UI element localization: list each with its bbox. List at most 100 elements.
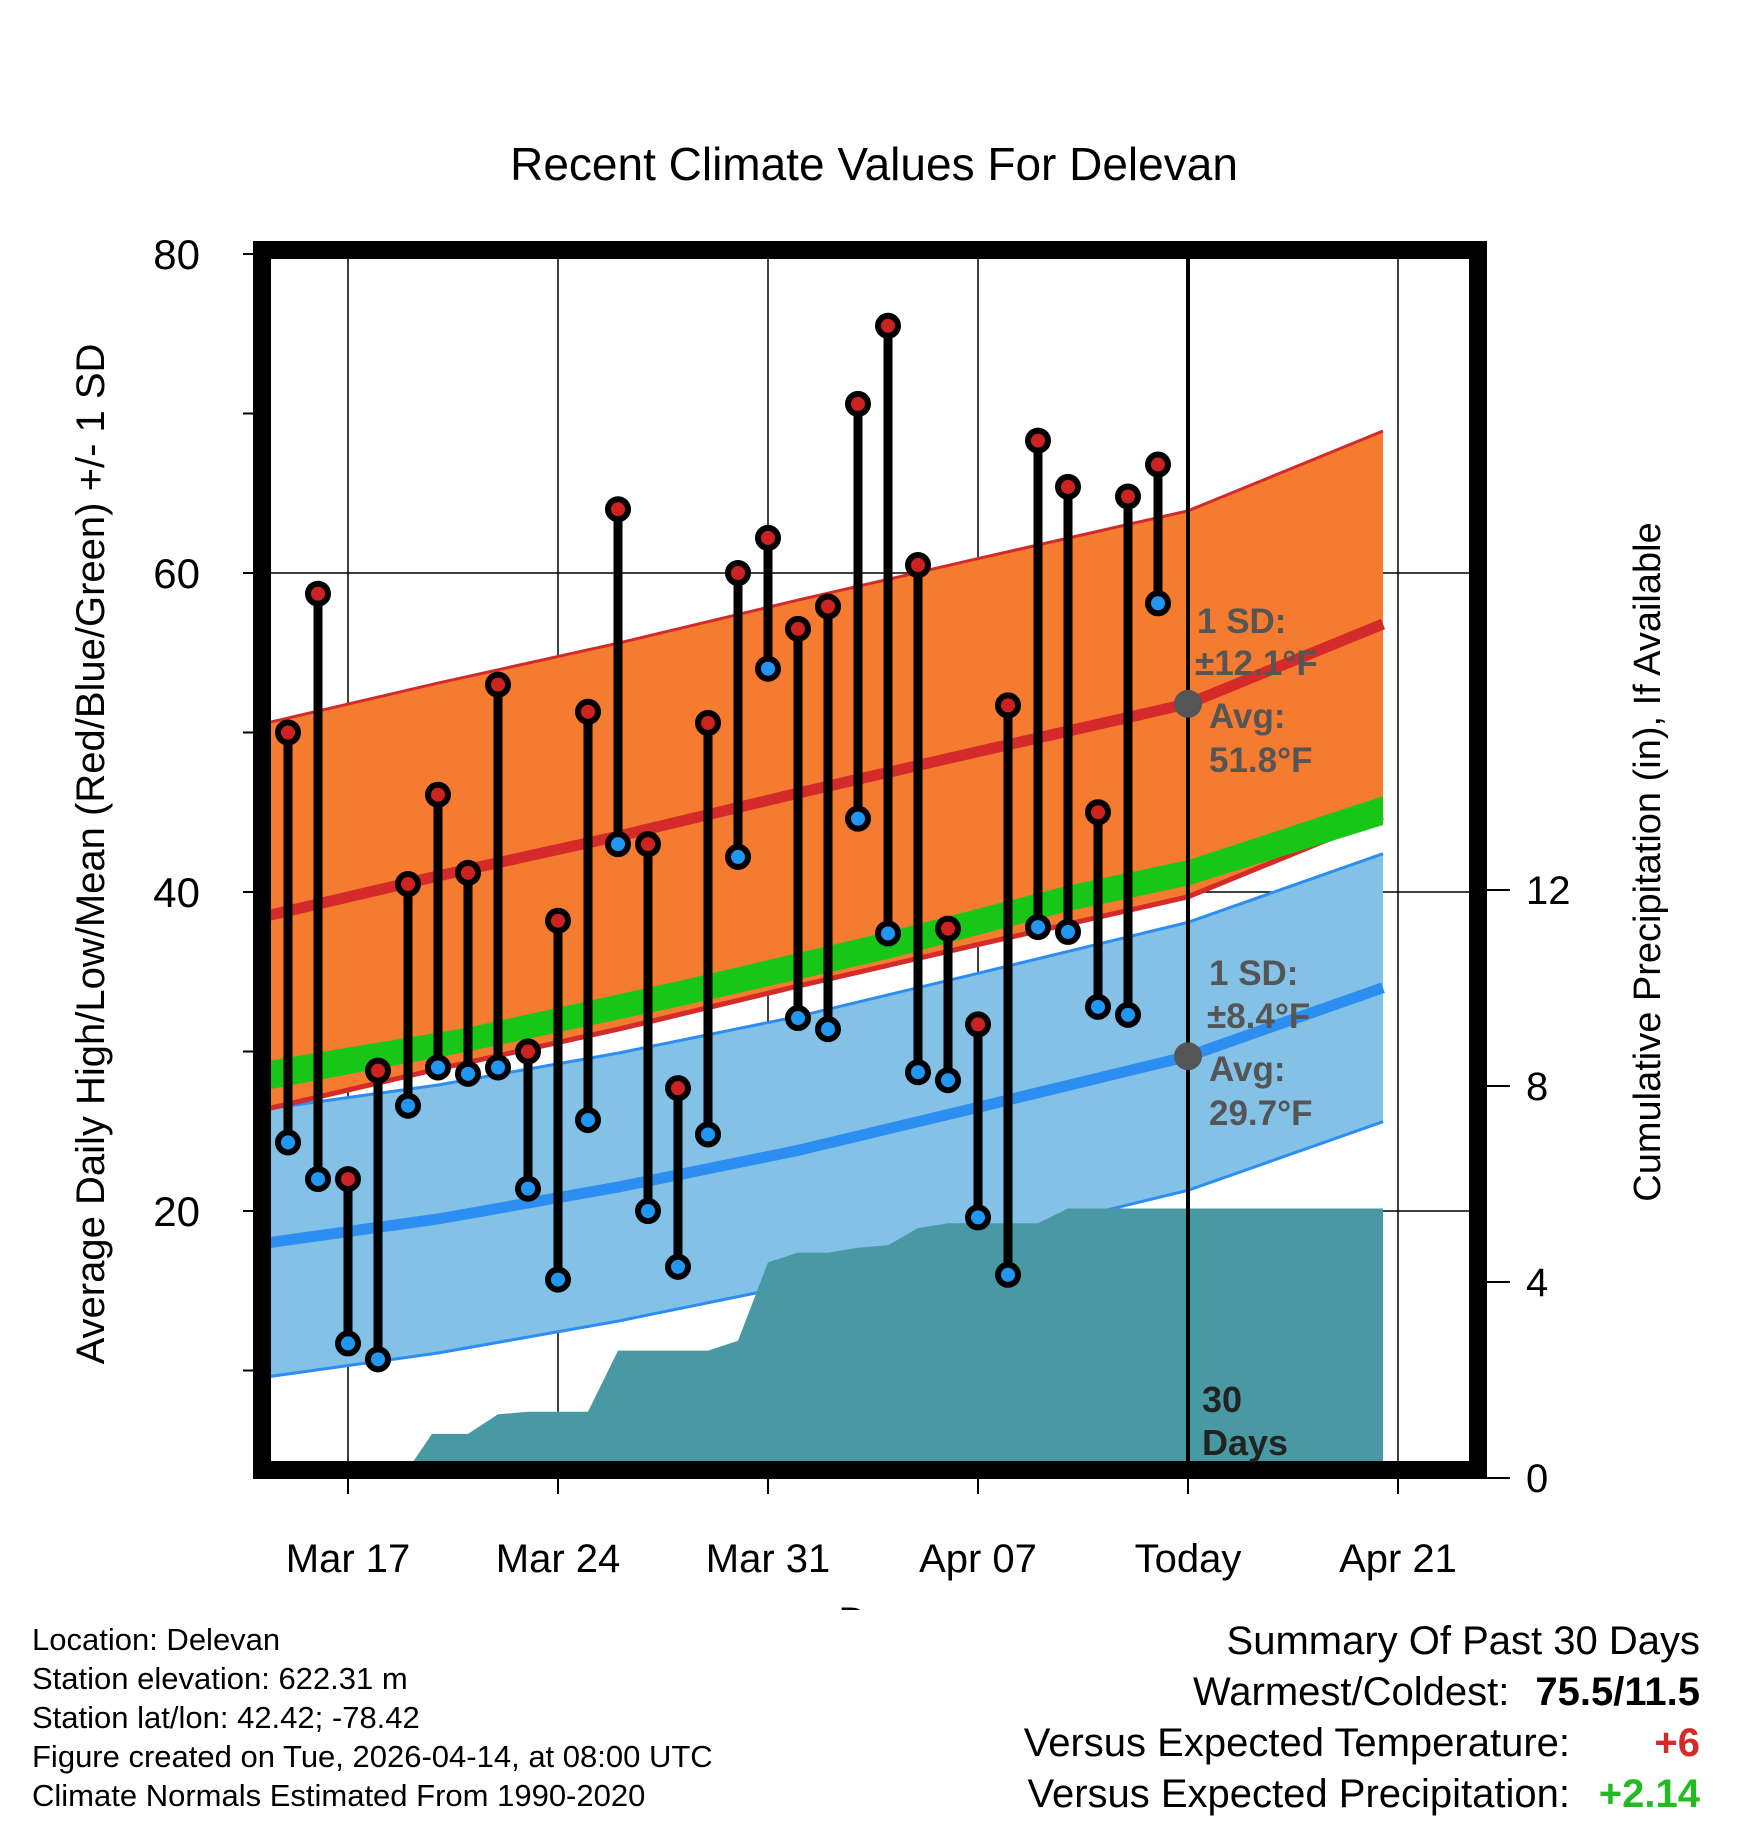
daily-high-point: [995, 692, 1021, 719]
daily-high-point: [815, 593, 841, 620]
warmest-coldest-label: Warmest/Coldest:: [1193, 1670, 1510, 1714]
plot-inner: [262, 250, 1478, 1470]
daily-high-point: [365, 1057, 391, 1084]
daily-high-point: [635, 831, 661, 858]
daily-high-point: [1115, 483, 1141, 510]
daily-low-point: [995, 1261, 1021, 1288]
summary-title: Summary Of Past 30 Days: [1226, 1619, 1700, 1663]
daily-high-point: [575, 698, 601, 725]
y-tick-label: 60: [153, 550, 200, 597]
y2-axis-label: Cumulative Precipitation (in), If Availa…: [1627, 522, 1669, 1201]
daily-low-point: [1115, 1001, 1141, 1028]
x-tick-label: Apr 21: [1339, 1537, 1457, 1581]
daily-low-point: [1025, 914, 1051, 941]
station-info: Location: Delevan Station elevation: 622…: [32, 1620, 713, 1815]
chart-title: Recent Climate Values For Delevan: [510, 138, 1238, 190]
y-tick-label: 20: [153, 1188, 200, 1235]
daily-high-point: [275, 719, 301, 746]
high-avg-value: 51.8°F: [1209, 741, 1313, 780]
y-axis-label: Average Daily High/Low/Mean (Red/Blue/Gr…: [69, 344, 113, 1365]
daily-low-point: [485, 1054, 511, 1081]
daily-low-point: [965, 1204, 991, 1231]
daily-high-point: [755, 524, 781, 551]
latlon-text: Station lat/lon: 42.42; -78.42: [32, 1700, 420, 1735]
daily-high-point: [455, 859, 481, 886]
low-avg-marker: [1174, 1042, 1202, 1071]
high-avg-marker: [1174, 689, 1202, 718]
elevation-text: Station elevation: 622.31 m: [32, 1661, 408, 1696]
plot-frame: [253, 241, 1487, 1479]
daily-low-point: [515, 1175, 541, 1202]
daily-low-point: [845, 805, 871, 832]
high-avg-label: Avg:: [1209, 697, 1285, 736]
low-sd-value: ±8.4°F: [1207, 997, 1310, 1036]
daily-low-point: [695, 1121, 721, 1148]
daily-low-point: [725, 843, 751, 870]
daily-high-point: [605, 496, 631, 523]
daily-low-point: [275, 1129, 301, 1156]
daily-high-point: [695, 709, 721, 736]
daily-low-point: [815, 1016, 841, 1043]
daily-high-point: [485, 671, 511, 698]
y-tick-label: 40: [153, 869, 200, 916]
plot-area: 20 40 60 80 0 4 8 12 Mar 17 Mar 24 Mar 31 Apr 07 Tod…: [153, 231, 1570, 1581]
x-tick-label: Today: [1135, 1537, 1242, 1581]
daily-high-point: [965, 1011, 991, 1038]
daily-high-point: [935, 915, 961, 942]
daily-low-point: [665, 1253, 691, 1280]
daily-low-point: [575, 1107, 601, 1134]
x-tick-label: Mar 24: [496, 1537, 621, 1581]
y2-tick-label: 4: [1526, 1261, 1548, 1305]
daily-high-point: [335, 1166, 361, 1193]
days-back-unit: Days: [1202, 1422, 1288, 1463]
daily-low-point: [875, 920, 901, 947]
daily-high-point: [785, 615, 811, 642]
daily-low-point: [365, 1346, 391, 1373]
daily-high-point: [425, 781, 451, 808]
daily-high-point: [1145, 451, 1171, 478]
high-sd-value: ±12.1°F: [1195, 644, 1318, 683]
daily-high-point: [875, 312, 901, 339]
normals-text: Climate Normals Estimated From 1990-2020: [32, 1778, 646, 1813]
daily-high-point: [1055, 473, 1081, 500]
x-tick-label: Apr 07: [919, 1537, 1037, 1581]
temp-anomaly-value: +6: [1654, 1721, 1700, 1765]
x-axis-label: Day: [838, 1600, 909, 1610]
precip-area: [407, 1208, 1383, 1470]
y-tick-label: 80: [153, 231, 200, 278]
low-sd-label: 1 SD:: [1209, 954, 1298, 993]
daily-high-point: [395, 871, 421, 898]
daily-low-point: [635, 1198, 661, 1224]
daily-low-point: [335, 1330, 361, 1357]
daily-low-point: [425, 1054, 451, 1081]
daily-low-point: [1055, 918, 1081, 945]
created-text: Figure created on Tue, 2026-04-14, at 08…: [32, 1739, 713, 1774]
daily-low-point: [785, 1005, 811, 1032]
daily-low-point: [1145, 590, 1171, 617]
daily-low-point: [395, 1092, 421, 1119]
warmest-coldest-row: Warmest/Coldest: 75.5/11.5: [800, 1667, 1700, 1718]
daily-low-point: [1085, 993, 1111, 1020]
y2-tick-label: 12: [1526, 869, 1571, 913]
high-sd-label: 1 SD:: [1197, 602, 1286, 641]
daily-high-point: [665, 1075, 691, 1102]
daily-low-point: [545, 1266, 571, 1293]
precip-anomaly-value: +2.14: [1598, 1772, 1700, 1816]
days-back-number: 30: [1202, 1379, 1242, 1420]
precip-anomaly-label: Versus Expected Precipitation:: [1027, 1772, 1570, 1816]
x-tick-label: Mar 17: [286, 1537, 411, 1581]
daily-low-point: [455, 1060, 481, 1087]
daily-high-point: [515, 1038, 541, 1065]
daily-high-point: [725, 560, 751, 586]
low-avg-value: 29.7°F: [1209, 1094, 1313, 1133]
y2-tick-label: 8: [1526, 1065, 1548, 1109]
daily-high-point: [845, 390, 871, 417]
precip-anomaly-row: Versus Expected Precipitation: +2.14: [800, 1769, 1700, 1820]
daily-low-point: [755, 655, 781, 682]
x-tick-label: Mar 31: [706, 1537, 831, 1581]
climate-chart: Recent Climate Values For Delevan 20 40 60…: [69, 138, 1669, 1610]
daily-high-point: [1025, 427, 1051, 454]
summary-panel: Summary Of Past 30 Days Warmest/Coldest:…: [800, 1616, 1700, 1820]
low-sd-band: [267, 853, 1383, 1377]
temp-anomaly-label: Versus Expected Temperature:: [1023, 1721, 1570, 1765]
